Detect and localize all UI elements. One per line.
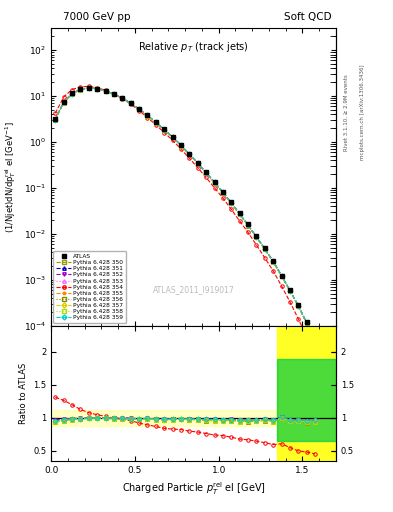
- Text: ATLAS_2011_I919017: ATLAS_2011_I919017: [152, 285, 235, 294]
- Bar: [277, 326, 336, 461]
- Text: mcplots.cern.ch [arXiv:1306.3436]: mcplots.cern.ch [arXiv:1306.3436]: [360, 65, 365, 160]
- Bar: [277, 358, 336, 441]
- Text: Soft QCD: Soft QCD: [285, 11, 332, 22]
- Y-axis label: (1/Njet)dN/dp$^{\rm rel}_{T}$ el [GeV$^{-1}$]: (1/Njet)dN/dp$^{\rm rel}_{T}$ el [GeV$^{…: [3, 121, 18, 233]
- Text: Rivet 3.1.10, ≥ 2.9M events: Rivet 3.1.10, ≥ 2.9M events: [344, 74, 349, 151]
- Text: Relative $p_T$ (track jets): Relative $p_T$ (track jets): [138, 40, 249, 54]
- Legend: ATLAS, Pythia 6.428 350, Pythia 6.428 351, Pythia 6.428 352, Pythia 6.428 353, P: ATLAS, Pythia 6.428 350, Pythia 6.428 35…: [53, 251, 126, 323]
- Text: 7000 GeV pp: 7000 GeV pp: [63, 11, 130, 22]
- Bar: [51, 410, 277, 426]
- X-axis label: Charged Particle $p^{\rm rel}_{T}$ el [GeV]: Charged Particle $p^{\rm rel}_{T}$ el [G…: [121, 480, 266, 497]
- Y-axis label: Ratio to ATLAS: Ratio to ATLAS: [18, 362, 28, 424]
